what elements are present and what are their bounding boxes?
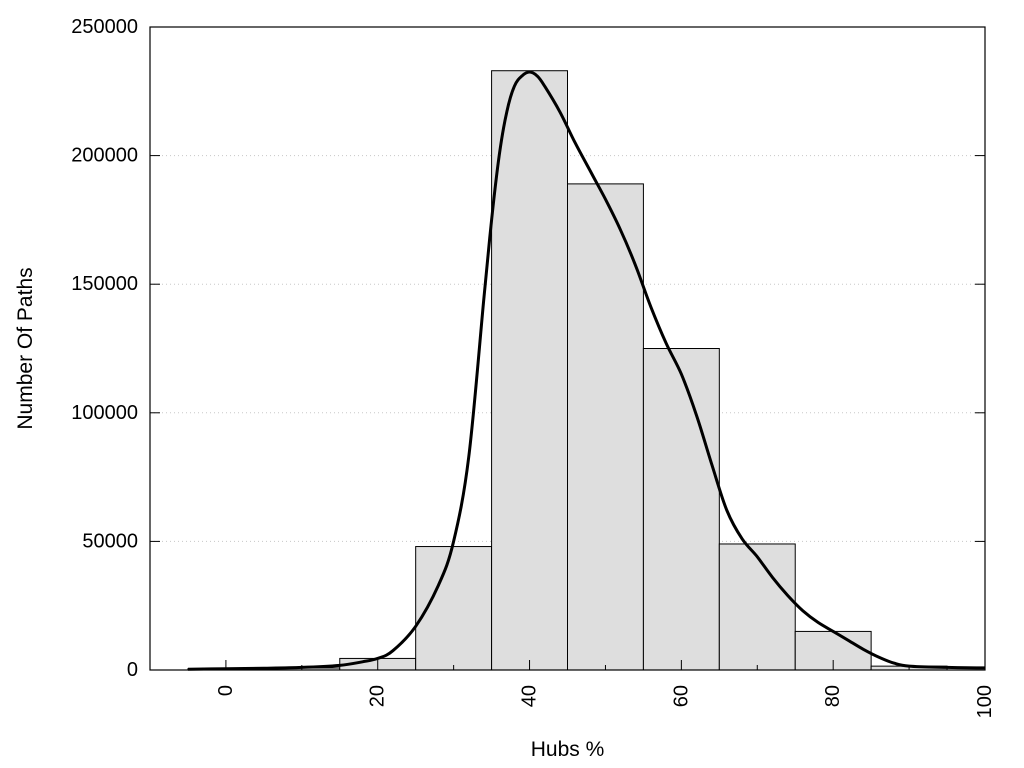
x-tick-label: 20 bbox=[367, 685, 389, 707]
y-tick-label: 50000 bbox=[82, 530, 138, 552]
histogram-bar bbox=[491, 70, 568, 671]
plot-frame bbox=[149, 26, 986, 671]
y-tick-label: 250000 bbox=[71, 16, 138, 38]
x-tick-label: 80 bbox=[822, 685, 844, 707]
x-tick-label: 60 bbox=[670, 685, 692, 707]
y-axis-ticks: 0 50000 100000 150000 200000 250000 bbox=[71, 16, 985, 681]
x-axis-ticks: 0 20 40 60 80 100 bbox=[215, 660, 996, 718]
density-curve-layer bbox=[187, 70, 986, 671]
y-tick-label: 200000 bbox=[71, 145, 138, 167]
histogram-bar bbox=[642, 348, 720, 671]
x-tick-label: 0 bbox=[215, 685, 237, 696]
x-axis-title: Hubs % bbox=[531, 738, 605, 761]
histogram-bar bbox=[718, 543, 796, 671]
y-axis-title: Number Of Paths bbox=[14, 267, 37, 429]
histogram-bars bbox=[187, 70, 948, 671]
density-curve bbox=[187, 70, 986, 671]
y-tick-label: 0 bbox=[127, 659, 138, 681]
x-tick-label: 100 bbox=[974, 685, 996, 718]
y-tick-label: 100000 bbox=[71, 402, 138, 424]
y-tick-label: 150000 bbox=[71, 273, 138, 295]
x-tick-label: 40 bbox=[519, 685, 541, 707]
